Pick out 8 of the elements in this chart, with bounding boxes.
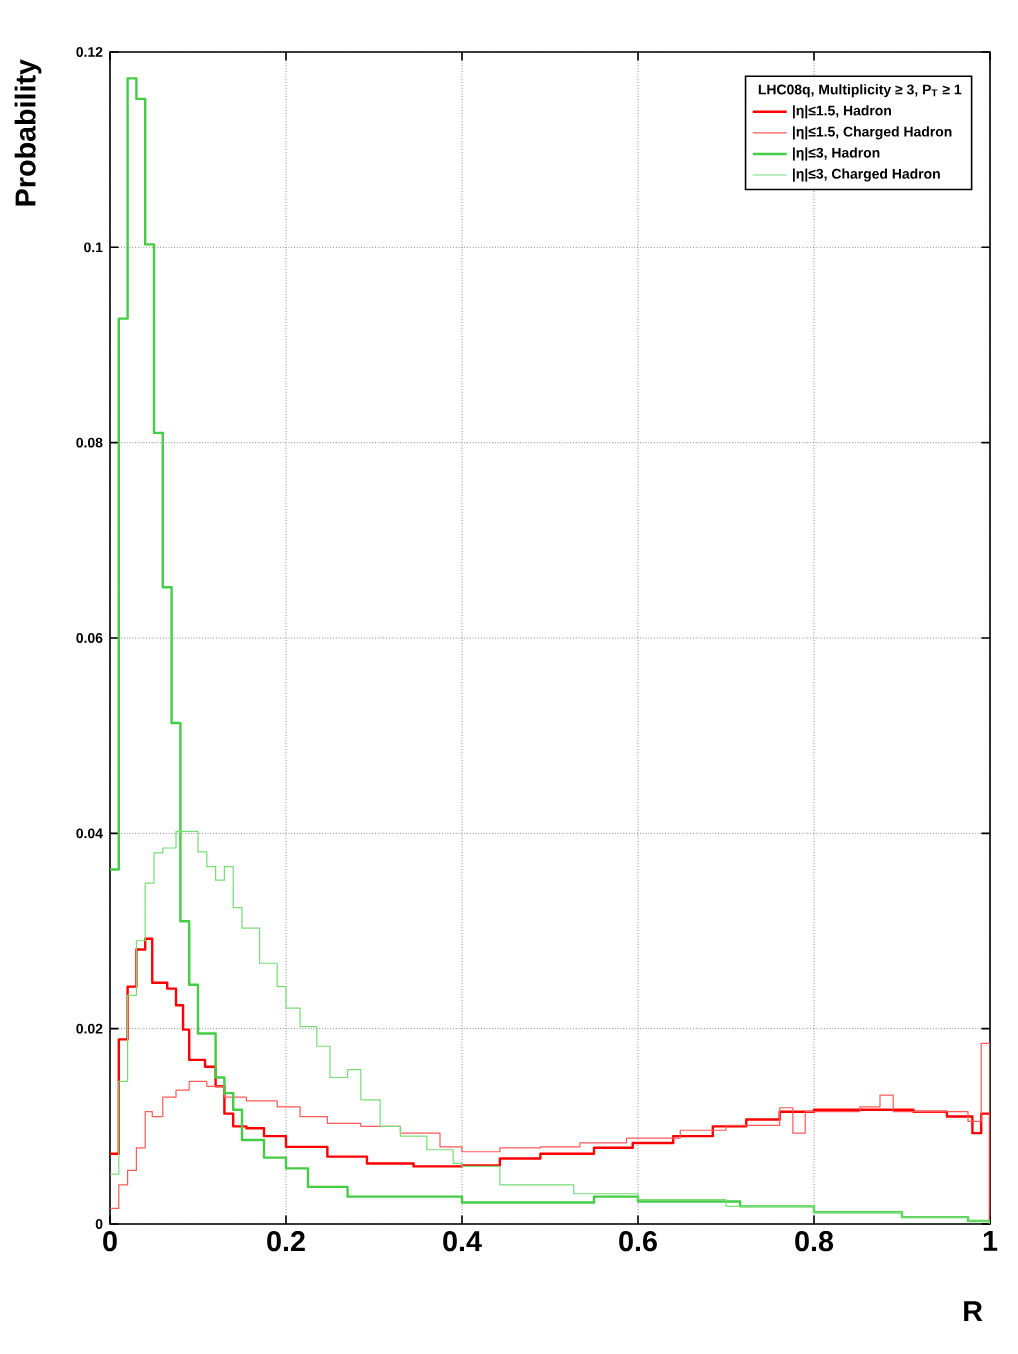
x-tick-label: 0.8	[795, 1231, 834, 1252]
x-tick-label: 0	[103, 1231, 117, 1252]
x-tick-label: 1	[983, 1231, 998, 1251]
x-axis-title: R	[964, 1301, 983, 1322]
x-tick-label: 0.2	[267, 1231, 305, 1252]
x-tick-label: 0.4	[443, 1231, 482, 1252]
y-axis-title: Probability	[14, 59, 42, 206]
x-tick-label: 0.6	[619, 1231, 657, 1252]
